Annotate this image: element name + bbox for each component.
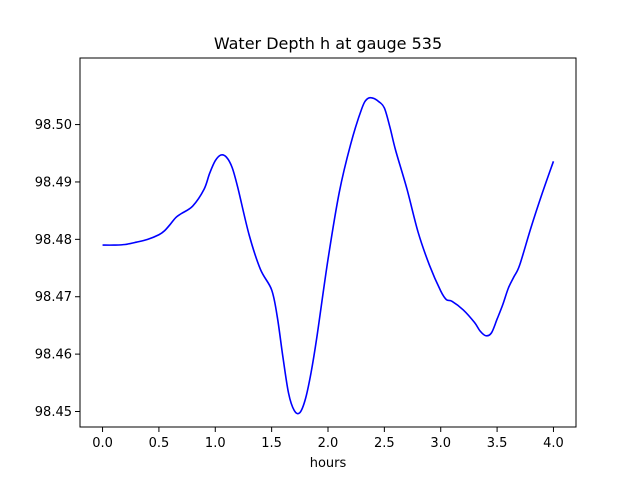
y-tick-label: 98.48 [35, 233, 72, 248]
y-tick-label: 98.45 [35, 405, 72, 420]
x-tick-label: 0.5 [149, 436, 170, 451]
x-tick-label: 1.5 [261, 436, 282, 451]
x-axis-ticks: 0.0 0.5 1.0 1.5 2.0 2.5 3.0 3.5 4.0 [92, 427, 564, 451]
x-tick-label: 2.0 [318, 436, 339, 451]
x-tick-label: 0.0 [92, 436, 113, 451]
y-tick-label: 98.50 [35, 118, 72, 133]
x-tick-label: 4.0 [543, 436, 564, 451]
chart-title: Water Depth h at gauge 535 [214, 34, 442, 53]
plot-frame [79, 57, 577, 428]
x-tick-label: 3.5 [487, 436, 508, 451]
y-tick-label: 98.47 [35, 290, 72, 305]
x-axis-label: hours [310, 456, 347, 471]
x-tick-label: 2.5 [374, 436, 395, 451]
y-axis-ticks: 98.45 98.46 98.47 98.48 98.49 98.50 [35, 118, 80, 420]
series-line-0 [102, 96, 555, 415]
x-tick-label: 3.0 [430, 436, 451, 451]
y-tick-label: 98.46 [35, 348, 72, 363]
x-tick-label: 1.0 [205, 436, 226, 451]
plot-area [102, 96, 555, 415]
y-tick-label: 98.49 [35, 175, 72, 190]
